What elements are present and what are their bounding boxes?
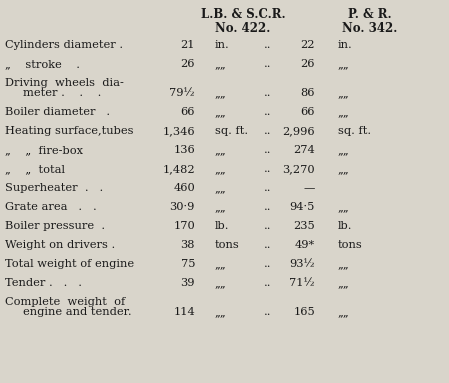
Text: tons: tons: [215, 240, 240, 250]
Text: 26: 26: [180, 59, 195, 69]
Text: Weight on drivers .: Weight on drivers .: [5, 240, 115, 250]
Text: 165: 165: [293, 308, 315, 318]
Text: 21: 21: [180, 40, 195, 50]
Text: „„: „„: [215, 107, 227, 117]
Text: 22: 22: [300, 40, 315, 50]
Text: Complete  weight  of: Complete weight of: [5, 297, 125, 307]
Text: ..: ..: [264, 88, 272, 98]
Text: ..: ..: [264, 259, 272, 269]
Text: 26: 26: [300, 59, 315, 69]
Text: ..: ..: [264, 202, 272, 212]
Text: P. & R.: P. & R.: [348, 8, 392, 21]
Text: 79½: 79½: [170, 88, 195, 98]
Text: „„: „„: [215, 59, 227, 69]
Text: 86: 86: [300, 88, 315, 98]
Text: engine and tender.: engine and tender.: [23, 308, 132, 318]
Text: ..: ..: [264, 278, 272, 288]
Text: ..: ..: [264, 145, 272, 155]
Text: 66: 66: [180, 107, 195, 117]
Text: Boiler pressure  .: Boiler pressure .: [5, 221, 105, 231]
Text: „„: „„: [338, 59, 350, 69]
Text: 30·9: 30·9: [170, 202, 195, 212]
Text: sq. ft.: sq. ft.: [215, 126, 248, 136]
Text: „„: „„: [338, 308, 350, 318]
Text: „„: „„: [215, 308, 227, 318]
Text: ..: ..: [264, 107, 272, 117]
Text: „„: „„: [338, 107, 350, 117]
Text: Tender .   .   .: Tender . . .: [5, 278, 82, 288]
Text: 136: 136: [173, 145, 195, 155]
Text: „„: „„: [338, 278, 350, 288]
Text: 49*: 49*: [295, 240, 315, 250]
Text: ..: ..: [264, 183, 272, 193]
Text: „„: „„: [215, 88, 227, 98]
Text: meter .    .    .: meter . . .: [23, 88, 101, 98]
Text: 274: 274: [293, 145, 315, 155]
Text: „„: „„: [338, 88, 350, 98]
Text: 71½: 71½: [290, 278, 315, 288]
Text: ..: ..: [264, 221, 272, 231]
Text: „„: „„: [338, 164, 350, 174]
Text: in.: in.: [338, 40, 353, 50]
Text: ..: ..: [264, 240, 272, 250]
Text: ..: ..: [264, 40, 272, 50]
Text: No. 422.: No. 422.: [216, 22, 271, 35]
Text: ..: ..: [264, 126, 272, 136]
Text: 1,482: 1,482: [163, 164, 195, 174]
Text: —: —: [304, 183, 315, 193]
Text: „„: „„: [215, 183, 227, 193]
Text: „    stroke    .: „ stroke .: [5, 59, 80, 69]
Text: „    „  total: „ „ total: [5, 164, 65, 174]
Text: 94·5: 94·5: [290, 202, 315, 212]
Text: „„: „„: [215, 145, 227, 155]
Text: tons: tons: [338, 240, 363, 250]
Text: 170: 170: [173, 221, 195, 231]
Text: 114: 114: [173, 308, 195, 318]
Text: 66: 66: [300, 107, 315, 117]
Text: No. 342.: No. 342.: [342, 22, 398, 35]
Text: „    „  fire-box: „ „ fire-box: [5, 145, 83, 155]
Text: 3,270: 3,270: [282, 164, 315, 174]
Text: „„: „„: [215, 278, 227, 288]
Text: 39: 39: [180, 278, 195, 288]
Text: „„: „„: [338, 145, 350, 155]
Text: sq. ft.: sq. ft.: [338, 126, 371, 136]
Text: 38: 38: [180, 240, 195, 250]
Text: L.B. & S.C.R.: L.B. & S.C.R.: [201, 8, 285, 21]
Text: „„: „„: [338, 259, 350, 269]
Text: „„: „„: [215, 164, 227, 174]
Text: ..: ..: [264, 59, 272, 69]
Text: 235: 235: [293, 221, 315, 231]
Text: „„: „„: [215, 202, 227, 212]
Text: 1,346: 1,346: [163, 126, 195, 136]
Text: lb.: lb.: [215, 221, 229, 231]
Text: Driving  wheels  dia-: Driving wheels dia-: [5, 78, 124, 88]
Text: „„: „„: [338, 202, 350, 212]
Text: lb.: lb.: [338, 221, 352, 231]
Text: ..: ..: [264, 308, 272, 318]
Text: 75: 75: [180, 259, 195, 269]
Text: in.: in.: [215, 40, 230, 50]
Text: „„: „„: [215, 259, 227, 269]
Text: 2,996: 2,996: [282, 126, 315, 136]
Text: Heating surface,tubes: Heating surface,tubes: [5, 126, 133, 136]
Text: ..: ..: [264, 164, 272, 174]
Text: 93½: 93½: [290, 259, 315, 269]
Text: Superheater  .   .: Superheater . .: [5, 183, 103, 193]
Text: Boiler diameter   .: Boiler diameter .: [5, 107, 110, 117]
Text: Total weight of engine: Total weight of engine: [5, 259, 134, 269]
Text: Grate area   .   .: Grate area . .: [5, 202, 97, 212]
Text: Cylinders diameter .: Cylinders diameter .: [5, 40, 123, 50]
Text: 460: 460: [173, 183, 195, 193]
